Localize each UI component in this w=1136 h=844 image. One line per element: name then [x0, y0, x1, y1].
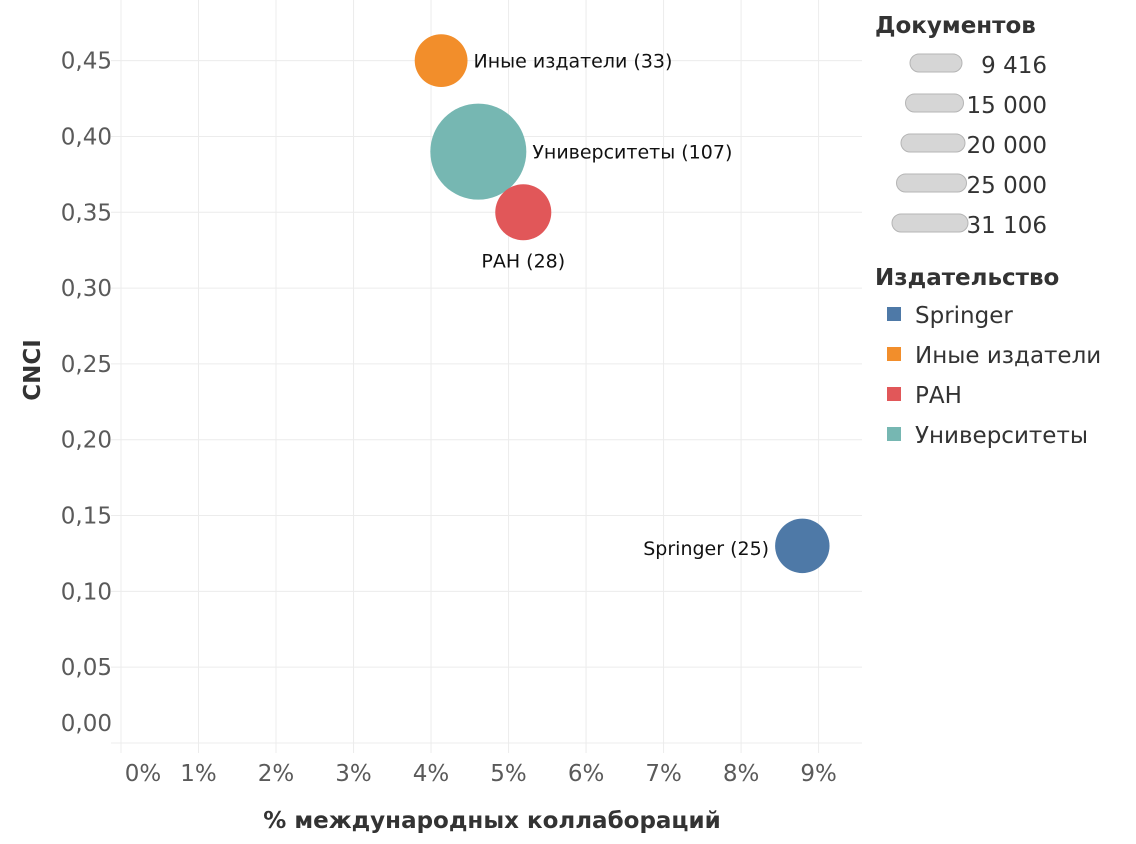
- x-tick-label: 3%: [335, 761, 372, 787]
- legend-item-label: Иные издатели: [915, 343, 1101, 369]
- y-tick-label: 0,10: [61, 579, 112, 605]
- size-legend-value: 9 416: [981, 53, 1047, 79]
- y-tick-label: 0,15: [61, 504, 112, 530]
- x-tick-label: 5%: [490, 761, 527, 787]
- color-legend-title: Издательство: [875, 265, 1059, 291]
- y-tick-label: 0,05: [61, 655, 112, 681]
- y-tick-label: 0,45: [61, 49, 112, 75]
- x-tick-label: 9%: [800, 761, 837, 787]
- size-legend-value: 25 000: [967, 173, 1047, 199]
- size-legend-swatch: [905, 93, 964, 113]
- y-tick-label: 0,30: [61, 276, 112, 302]
- size-legend: 9 416 15 000 20 000 25 000 31 106: [891, 53, 1047, 239]
- x-tick-label: 8%: [723, 761, 760, 787]
- bubble-Springer: [775, 518, 830, 574]
- size-legend-title: Документов: [875, 13, 1036, 39]
- legend-item-label: Springer: [915, 303, 1013, 329]
- x-tick-label: 7%: [645, 761, 682, 787]
- size-legend-swatch: [900, 133, 966, 153]
- size-legend-value: 15 000: [967, 93, 1047, 119]
- size-legend-value: 31 106: [967, 213, 1047, 239]
- bubble-Иные издатели: [414, 34, 468, 88]
- y-tick-label: 0,00: [61, 711, 112, 737]
- data-label: Иные издатели (33): [474, 51, 673, 73]
- x-tick-label: 6%: [568, 761, 605, 787]
- y-tick-label: 0,20: [61, 428, 112, 454]
- color-legend: Springer Иные издатели РАН Университеты: [887, 303, 1101, 449]
- legend-swatch: [887, 387, 901, 401]
- y-tick-label: 0,25: [61, 352, 112, 378]
- legend-item-label: Университеты: [915, 423, 1088, 449]
- y-tick-label: 0,35: [61, 200, 112, 226]
- x-tick-label: 0%: [125, 761, 162, 787]
- size-legend-swatch: [896, 173, 967, 193]
- data-label: Springer (25): [643, 538, 769, 560]
- legend-swatch: [887, 307, 901, 321]
- bubble-Университеты: [430, 103, 527, 200]
- x-tick-label: 4%: [413, 761, 450, 787]
- size-legend-swatch: [891, 213, 969, 233]
- y-axis-title: CNCI: [20, 339, 46, 401]
- x-axis-title: % международных коллабораций: [263, 808, 720, 834]
- tick-labels: 0% 1% 2% 3% 4% 5% 6% 7% 8% 9% 0,00 0,05 0,10 0,15 0,20…: [61, 49, 837, 787]
- legend-swatch: [887, 347, 901, 361]
- x-tick-label: 2%: [258, 761, 295, 787]
- legend: Документов 9 416 15 000 20 000 25 000 31 106…: [875, 13, 1101, 449]
- legend-item-label: РАН: [915, 383, 962, 409]
- data-label: Университеты (107): [532, 142, 732, 164]
- y-tick-label: 0,40: [61, 124, 112, 150]
- bubble-РАН: [495, 184, 552, 241]
- data-label: РАН (28): [481, 250, 565, 272]
- bubbles: Иные издатели (33) Университеты (107) РАН …: [414, 34, 830, 574]
- size-legend-value: 20 000: [967, 133, 1047, 159]
- x-tick-label: 1%: [180, 761, 217, 787]
- size-legend-swatch: [909, 53, 963, 73]
- legend-swatch: [887, 427, 901, 441]
